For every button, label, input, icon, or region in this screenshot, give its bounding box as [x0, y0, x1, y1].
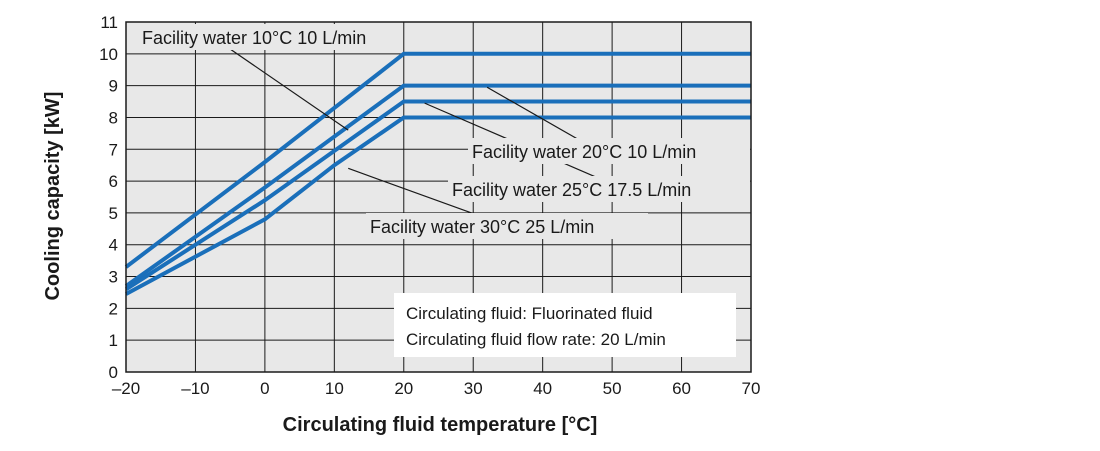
series-line-2 [124, 99, 751, 291]
note-circulating-fluid: Circulating fluid: Fluorinated fluid [406, 304, 653, 323]
series-lines [124, 51, 751, 296]
x-tick-label: 10 [325, 379, 344, 398]
note-bg [394, 293, 736, 357]
tick-labels: –20 –10 0 10 20 30 40 50 60 70 0 1 2 3 4 5 6 7 8 9 10 11 [99, 13, 760, 398]
leader-line-3 [348, 167, 481, 217]
x-tick-label: 70 [742, 379, 761, 398]
y-tick-label: 0 [109, 363, 118, 382]
annotation-bg-10c [138, 24, 394, 50]
y-tick-label: 1 [109, 331, 118, 350]
x-tick-label: 20 [394, 379, 413, 398]
y-tick-label: 4 [109, 236, 118, 255]
annotation-facility-water-10c: Facility water 10°C 10 L/min [142, 28, 366, 48]
annotation-facility-water-25c: Facility water 25°C 17.5 L/min [452, 180, 691, 200]
x-tick-label: 40 [533, 379, 552, 398]
annotation-facility-water-20c: Facility water 20°C 10 L/min [472, 142, 696, 162]
y-tick-label: 10 [99, 45, 118, 64]
y-tick-label: 7 [109, 140, 118, 159]
x-tick-label: –10 [181, 379, 209, 398]
y-axis-label: Cooling capacity [kW] [42, 92, 64, 301]
series-line-0 [124, 51, 751, 269]
x-tick-label: 30 [464, 379, 483, 398]
y-tick-label: 6 [109, 172, 118, 191]
annotation-bg-20c [468, 138, 750, 164]
series-line-1 [124, 83, 751, 288]
annotation-bg-25c [448, 176, 750, 202]
leader-line-0 [208, 34, 349, 131]
y-tick-label: 8 [109, 108, 118, 127]
annotation-bg-30c [366, 213, 648, 239]
x-axis-label: Circulating fluid temperature [°C] [283, 414, 598, 436]
annotation-facility-water-30c: Facility water 30°C 25 L/min [370, 217, 594, 237]
leader-line-1 [486, 86, 585, 144]
plot-frame [125, 21, 752, 373]
note-flow-rate: Circulating fluid flow rate: 20 L/min [406, 330, 666, 349]
series-line-3 [125, 115, 751, 296]
y-tick-label: 9 [109, 77, 118, 96]
x-tick-label: –20 [112, 379, 140, 398]
y-tick-label: 3 [109, 268, 118, 287]
y-tick-label: 11 [100, 13, 118, 32]
y-tick-label: 5 [109, 204, 118, 223]
annotations: Facility water 10°C 10 L/min Facility wa… [138, 24, 750, 239]
x-tick-label: 0 [260, 379, 269, 398]
x-tick-label: 60 [672, 379, 691, 398]
y-tick-label: 2 [109, 299, 118, 318]
conditions-note: Circulating fluid: Fluorinated fluid Cir… [394, 293, 736, 357]
x-tick-label: 50 [603, 379, 622, 398]
